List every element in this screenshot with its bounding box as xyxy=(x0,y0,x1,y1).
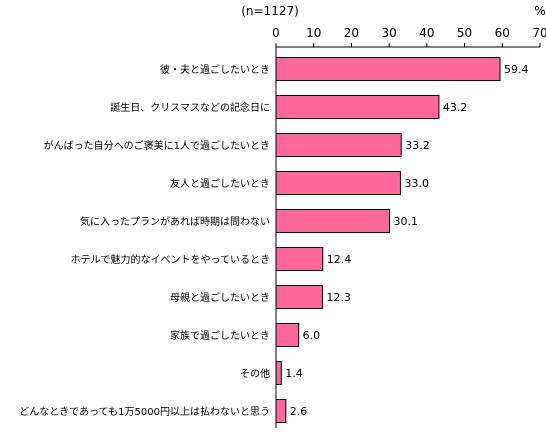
category-label: 誕生日、クリスマスなどの記念日に xyxy=(110,101,270,114)
x-tick-label: 20 xyxy=(344,26,359,40)
bar xyxy=(275,399,287,423)
sample-size-note: (n=1127) xyxy=(241,4,299,18)
category-label: がんばった自分へのご褒美に1人で過ごしたいとき xyxy=(44,139,270,152)
category-label: 友人と過ごしたいとき xyxy=(170,177,270,190)
category-label: 気に入ったプランがあれば時期は問わない xyxy=(80,215,270,228)
bar xyxy=(275,323,300,347)
category-label: その他 xyxy=(240,367,270,380)
x-tick-label: 0 xyxy=(272,26,280,40)
value-label: 33.0 xyxy=(404,177,429,190)
value-label: 12.3 xyxy=(326,291,351,304)
bar xyxy=(275,95,440,119)
bar xyxy=(275,247,324,271)
x-tick-label: 30 xyxy=(382,26,397,40)
bar xyxy=(275,57,501,81)
category-label: 母親と過ごしたいとき xyxy=(170,291,270,304)
category-label: どんなときであっても1万5000円以上は払わないと思う xyxy=(19,405,270,418)
bar xyxy=(275,171,401,195)
value-label: 33.2 xyxy=(405,139,430,152)
bar xyxy=(275,133,402,157)
x-tick-label: 50 xyxy=(457,26,472,40)
value-label: 2.6 xyxy=(290,405,308,418)
value-label: 30.1 xyxy=(394,215,419,228)
category-label: 彼・夫と過ごしたいとき xyxy=(160,63,270,76)
value-label: 59.4 xyxy=(504,63,528,76)
x-tick-label: 70 xyxy=(532,26,546,40)
bar xyxy=(275,209,391,233)
category-label: 家族で過ごしたいとき xyxy=(170,329,270,342)
unit-label: % xyxy=(534,4,545,18)
value-label: 12.4 xyxy=(327,253,352,266)
value-label: 1.4 xyxy=(285,367,303,380)
x-tick-label: 10 xyxy=(306,26,321,40)
value-label: 43.2 xyxy=(443,101,468,114)
category-label: ホテルで魅力的なイベントをやっているとき xyxy=(71,253,271,266)
x-tick-label: 60 xyxy=(495,26,510,40)
value-label: 6.0 xyxy=(303,329,321,342)
bar xyxy=(275,285,323,309)
x-tick-label: 40 xyxy=(419,26,434,40)
bar xyxy=(275,361,282,385)
